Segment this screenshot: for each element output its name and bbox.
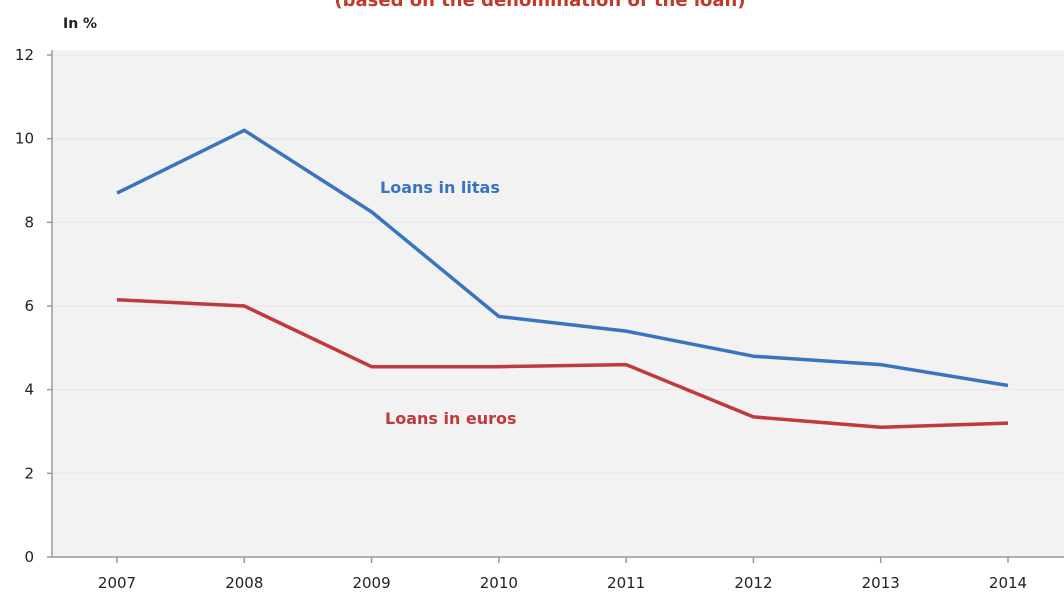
y-tick-label: 6 [24,297,34,315]
x-tick-label: 2014 [989,574,1027,592]
y-tick-label: 12 [15,46,34,64]
y-tick-label: 0 [24,548,34,566]
x-tick-label: 2009 [352,574,390,592]
y-axis-unit-label: In % [63,16,97,32]
y-tick-label: 4 [24,381,34,399]
series-label-loans-in-euros: Loans in euros [385,409,517,428]
x-tick-label: 2010 [480,574,518,592]
axes [51,50,1064,558]
y-tick-label: 8 [24,213,34,231]
x-tick-label: 2011 [607,574,645,592]
y-tick-label: 10 [15,130,34,148]
series-line-0 [116,128,1009,388]
chart-subtitle: (based on the denomination of the loan) [334,0,745,11]
x-axis-ticks: 2007 2008 2009 2010 2011 2012 2013 2014 [98,557,1027,592]
series-lines [116,128,1009,430]
series-line-1 [116,297,1009,430]
x-tick-label: 2013 [862,574,900,592]
y-tick-label: 2 [24,464,34,482]
x-tick-label: 2012 [734,574,772,592]
x-tick-label: 2008 [225,574,263,592]
x-tick-label: 2007 [98,574,136,592]
y-axis-ticks: 0 2 4 6 8 10 12 [15,46,52,566]
series-label-loans-in-litas: Loans in litas [380,178,500,197]
